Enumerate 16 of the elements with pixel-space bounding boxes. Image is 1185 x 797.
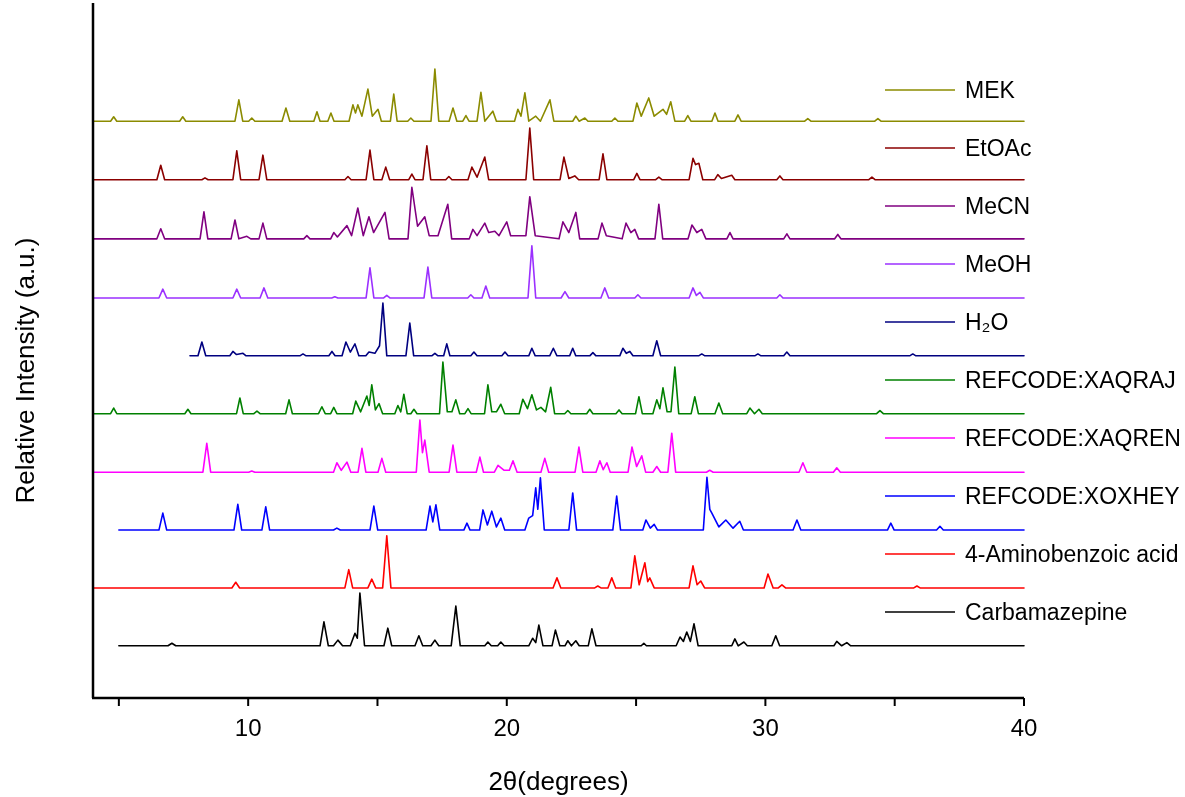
x-tick-label: 40 xyxy=(1010,714,1038,741)
x-tick-label: 10 xyxy=(234,714,262,741)
legend-label: Carbamazepine xyxy=(965,599,1128,625)
legend-label: REFCODE:XAQREN xyxy=(965,425,1181,451)
x-tick-label: 30 xyxy=(752,714,779,741)
x-axis-title: 2θ(degrees) xyxy=(488,766,629,796)
legend-label: REFCODE:XAQRAJ xyxy=(965,367,1176,393)
y-axis-title: Relative Intensity (a.u.) xyxy=(10,237,40,504)
legend-label: 4-Aminobenzoic acid xyxy=(965,541,1179,567)
legend-label: H₂O xyxy=(965,309,1009,335)
legend-label: MeCN xyxy=(965,193,1031,219)
legend-label: MeOH xyxy=(965,251,1032,277)
x-tick-label: 20 xyxy=(493,714,521,741)
legend-label: MEK xyxy=(965,77,1016,103)
legend-label: EtOAc xyxy=(965,135,1032,161)
legend-label: REFCODE:XOXHEY xyxy=(965,483,1180,509)
